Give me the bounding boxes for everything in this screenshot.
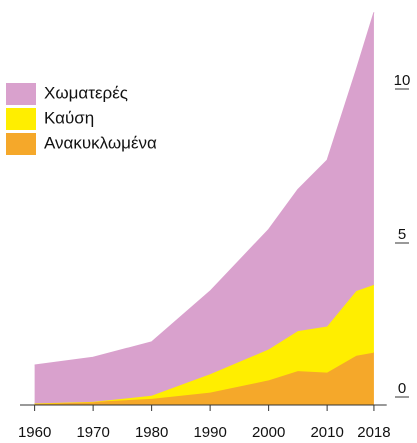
y-tick-label: 0 xyxy=(398,380,406,397)
area-fill xyxy=(34,284,374,404)
legend-label: Καύση xyxy=(44,108,94,127)
legend-swatch xyxy=(6,108,36,130)
x-tick-label: 2000 xyxy=(252,424,285,441)
x-tick-label: 1990 xyxy=(193,424,226,441)
y-tick-label: 5 xyxy=(398,226,406,243)
legend-swatch xyxy=(6,83,36,105)
area-fill xyxy=(34,352,374,405)
x-tick-label: 2018 xyxy=(357,424,390,441)
legend-swatch xyxy=(6,133,36,155)
x-tick-label: 1960 xyxy=(18,424,51,441)
x-tick-label: 2010 xyxy=(310,424,343,441)
x-tick-label: 1970 xyxy=(76,424,109,441)
legend-label: Χωματερές xyxy=(44,83,128,102)
legend-label: Ανακυκλωμένα xyxy=(44,133,157,152)
area-fill xyxy=(34,12,374,404)
x-tick-label: 1980 xyxy=(135,424,168,441)
y-tick-label: 10 xyxy=(394,72,411,89)
area-top xyxy=(34,12,375,366)
